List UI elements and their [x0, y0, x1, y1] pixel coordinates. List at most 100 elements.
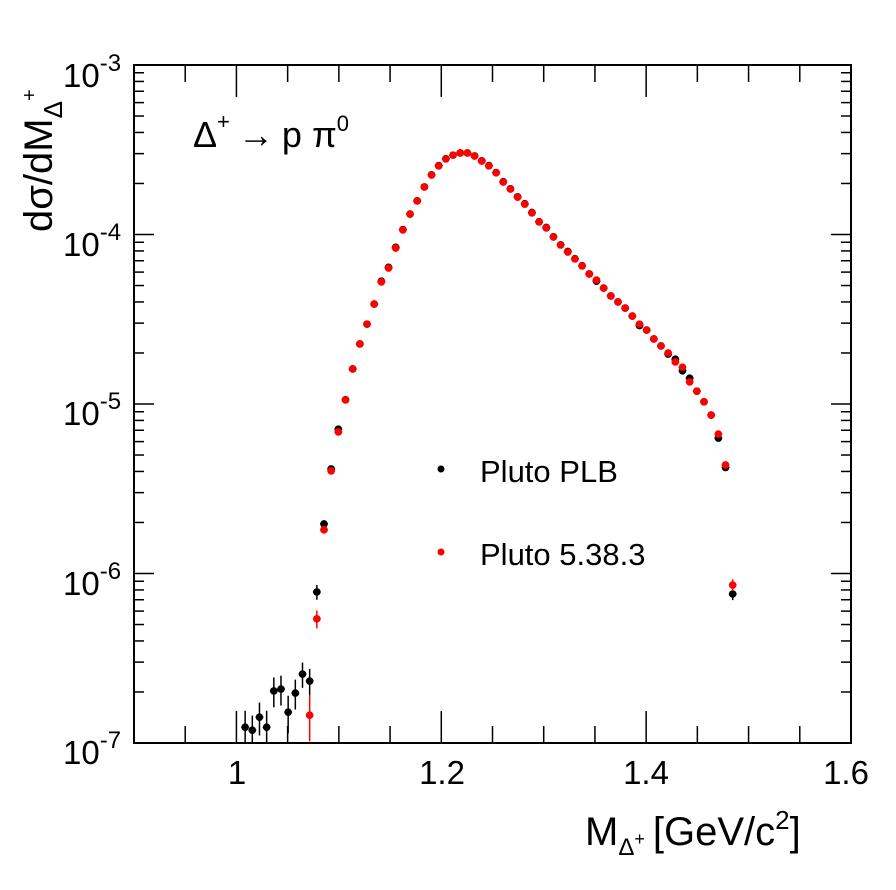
data-point: [693, 387, 701, 395]
data-point: [477, 157, 486, 165]
axis-ticks: [133, 65, 852, 744]
y-tick-label: 10-5: [63, 388, 121, 432]
data-point: [277, 685, 285, 693]
data-point: [313, 615, 321, 623]
data-point: [348, 365, 357, 373]
legend: Pluto PLB Pluto 5.38.3: [437, 454, 645, 572]
y-tick-label: 10-3: [63, 50, 121, 94]
data-point: [470, 152, 479, 160]
data-point: [442, 155, 450, 163]
data-point: [635, 320, 644, 328]
data-point: [714, 430, 723, 438]
data-point: [664, 349, 672, 357]
legend-marker-red: [437, 548, 445, 556]
data-point: [377, 278, 386, 286]
data-point: [678, 363, 687, 371]
data-point: [671, 358, 680, 366]
data-point: [520, 200, 529, 208]
series-pluto-5-38-3: [305, 149, 737, 742]
data-point: [728, 581, 737, 589]
data-point: [556, 241, 565, 249]
data-point: [399, 226, 407, 234]
data-point: [320, 526, 328, 534]
data-point: [456, 149, 465, 157]
data-point: [578, 262, 586, 270]
data-point: [506, 185, 515, 193]
y-tick-label: 10-7: [63, 727, 121, 771]
data-point: [485, 162, 493, 170]
data-point: [305, 711, 314, 719]
data-point: [255, 713, 264, 721]
legend-label: Pluto 5.38.3: [480, 537, 645, 572]
x-axis-title: MΔ+ [GeV/c2]: [585, 805, 801, 861]
data-point: [384, 264, 393, 272]
decay-annotation: Δ+ → p π0: [193, 109, 349, 155]
y-axis-title: dσ/dMΔ+: [17, 89, 68, 232]
y-tick-label: 10-4: [63, 219, 121, 263]
data-point: [721, 461, 730, 469]
data-point: [585, 270, 594, 278]
data-point: [313, 588, 321, 596]
data-point: [614, 298, 622, 306]
data-point: [463, 149, 472, 157]
data-point: [327, 467, 335, 475]
data-point: [334, 428, 343, 436]
data-point: [241, 723, 249, 731]
data-point: [499, 178, 508, 186]
data-point: [592, 276, 601, 284]
data-point: [571, 255, 579, 263]
data-point: [563, 248, 572, 256]
data-point: [642, 326, 651, 334]
svg-text:dσ/dMΔ+: dσ/dMΔ+: [17, 89, 68, 232]
data-point: [291, 689, 300, 697]
data-point: [685, 378, 694, 386]
data-point: [628, 312, 637, 320]
data-point: [270, 687, 278, 695]
data-point: [427, 171, 436, 179]
data-point: [262, 723, 271, 731]
data-point: [391, 244, 400, 252]
x-tick-label: 1.4: [623, 754, 669, 791]
data-point: [413, 197, 422, 205]
data-point: [320, 520, 328, 528]
legend-marker-black: [437, 465, 445, 473]
svg-text:Δ+→pπ0: Δ+ → p π0: [193, 109, 349, 155]
y-tick-labels: 10-3 10-4 10-5 10-6 10-7: [63, 50, 121, 771]
data-point: [549, 233, 558, 241]
data-point: [621, 304, 629, 312]
data-point: [363, 320, 371, 328]
x-tick-label: 1.6: [823, 754, 869, 791]
data-point: [298, 670, 307, 678]
y-tick-label: 10-6: [63, 558, 121, 602]
legend-entry: Pluto 5.38.3: [437, 537, 645, 572]
data-point: [657, 342, 665, 350]
data-point: [513, 193, 522, 201]
data-point: [535, 218, 543, 226]
data-point: [305, 677, 314, 685]
data-point: [370, 300, 378, 308]
data-point: [434, 162, 443, 170]
data-point: [707, 411, 715, 419]
svg-text:MΔ+[GeV/c2]: MΔ+ [GeV/c2]: [585, 805, 801, 861]
data-point: [607, 292, 615, 300]
data-point: [599, 284, 608, 292]
legend-entry: Pluto PLB: [437, 454, 618, 489]
data-point: [356, 340, 364, 348]
data-point: [542, 224, 551, 232]
x-tick-label: 1: [228, 754, 246, 791]
data-point: [700, 398, 708, 406]
data-point: [728, 590, 737, 598]
data-point: [492, 169, 500, 177]
data-point: [248, 726, 257, 734]
legend-label: Pluto PLB: [480, 454, 618, 489]
data-point: [650, 335, 658, 343]
data-point: [341, 396, 350, 404]
data-point: [406, 210, 414, 218]
series-pluto-plb: [241, 149, 737, 743]
data-point: [528, 209, 536, 217]
x-tick-label: 1.2: [419, 754, 465, 791]
data-point: [420, 183, 429, 191]
data-point: [284, 708, 292, 716]
x-tick-labels: 1 1.2 1.4 1.6: [228, 754, 869, 791]
